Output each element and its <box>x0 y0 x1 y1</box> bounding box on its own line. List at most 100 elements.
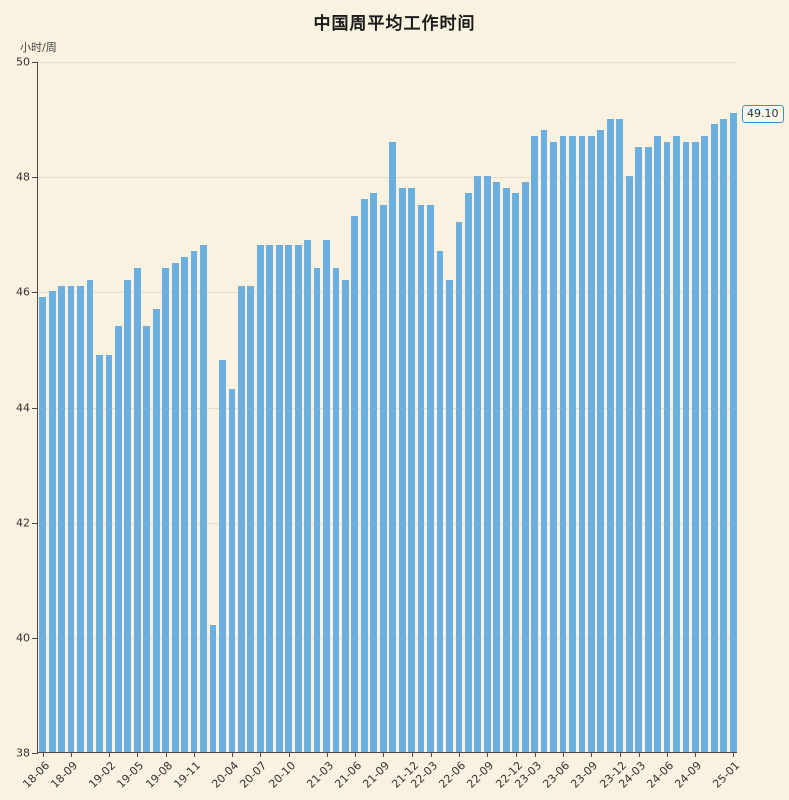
bar-24-11[interactable] <box>710 124 718 752</box>
bar-20-08[interactable] <box>266 245 274 752</box>
bar-22-11[interactable] <box>502 187 510 752</box>
bar-20-11[interactable] <box>294 245 302 752</box>
x-tick-mark <box>260 752 262 757</box>
bar-23-08[interactable] <box>578 135 586 752</box>
bar-20-10[interactable] <box>285 245 293 752</box>
bar-19-11[interactable] <box>190 251 198 752</box>
bar-20-05[interactable] <box>237 285 245 752</box>
bar-19-07[interactable] <box>152 308 160 752</box>
x-tick-mark <box>563 752 564 757</box>
bar-23-02[interactable] <box>521 181 529 752</box>
bar-21-12[interactable] <box>408 187 416 752</box>
bar-19-03[interactable] <box>115 325 122 752</box>
bar-23-12[interactable] <box>616 118 624 752</box>
bar-19-09[interactable] <box>171 262 179 752</box>
bar-19-10[interactable] <box>181 256 189 752</box>
bar-18-09[interactable] <box>67 285 75 752</box>
y-tick-mark <box>32 407 38 409</box>
bar-18-12[interactable] <box>96 354 103 752</box>
bar-23-03[interactable] <box>531 135 539 752</box>
gridline <box>38 637 737 639</box>
bar-20-07[interactable] <box>256 245 264 752</box>
gridline <box>38 292 737 294</box>
bar-18-07[interactable] <box>48 291 56 752</box>
bar-22-07[interactable] <box>465 193 472 752</box>
bar-19-05[interactable] <box>133 268 141 752</box>
bar-22-02[interactable] <box>417 204 425 752</box>
bar-23-04[interactable] <box>540 130 548 752</box>
bar-24-05[interactable] <box>654 135 661 752</box>
bar-18-10[interactable] <box>77 285 84 752</box>
bar-22-06[interactable] <box>455 222 463 752</box>
bar-19-02[interactable] <box>105 354 113 752</box>
bar-19-04[interactable] <box>124 279 132 752</box>
bar-21-04[interactable] <box>332 268 340 752</box>
bar-21-08[interactable] <box>370 193 378 752</box>
bar-23-05[interactable] <box>550 141 557 752</box>
bar-24-06[interactable] <box>663 141 671 752</box>
y-axis-unit-label: 小时/周 <box>20 41 57 54</box>
x-tick-mark <box>695 752 697 757</box>
bar-21-07[interactable] <box>360 199 368 752</box>
bar-24-04[interactable] <box>644 147 652 752</box>
bar-23-11[interactable] <box>606 118 614 752</box>
x-tick-mark <box>667 752 669 757</box>
bar-20-02[interactable] <box>209 625 217 752</box>
bar-23-09[interactable] <box>587 135 595 752</box>
chart-title: 中国周平均工作时间 <box>313 14 476 34</box>
bar-25-01[interactable] <box>729 112 737 752</box>
y-tick-label: 42 <box>16 516 30 530</box>
bar-20-04[interactable] <box>228 389 236 752</box>
bar-22-05[interactable] <box>446 279 453 752</box>
x-tick-mark <box>619 752 621 757</box>
bar-22-04[interactable] <box>436 251 444 752</box>
bar-19-06[interactable] <box>143 325 151 752</box>
bar-20-12[interactable] <box>304 239 311 752</box>
bar-23-07[interactable] <box>569 135 576 752</box>
bar-24-07[interactable] <box>673 135 680 752</box>
gridline <box>38 62 737 63</box>
bar-18-08[interactable] <box>58 285 66 752</box>
x-tick-mark <box>591 752 593 757</box>
bar-22-10[interactable] <box>493 181 501 752</box>
y-tick-mark <box>32 753 38 754</box>
y-tick-mark <box>32 522 38 524</box>
x-tick-mark <box>383 752 385 757</box>
bar-19-12[interactable] <box>200 245 207 752</box>
bar-18-06[interactable] <box>39 297 47 752</box>
bar-24-02[interactable] <box>625 176 633 752</box>
bar-20-06[interactable] <box>247 285 255 752</box>
bar-22-03[interactable] <box>427 204 434 752</box>
y-tick-mark <box>32 177 38 179</box>
bar-24-10[interactable] <box>701 135 709 752</box>
y-tick-label: 40 <box>16 631 30 645</box>
bar-24-03[interactable] <box>635 147 643 752</box>
x-tick-mark <box>487 752 489 757</box>
bar-22-08[interactable] <box>474 176 482 752</box>
bar-24-09[interactable] <box>692 141 699 752</box>
y-tick-mark <box>32 292 38 294</box>
bar-24-12[interactable] <box>720 118 728 752</box>
bar-21-09[interactable] <box>379 204 387 752</box>
x-tick-mark <box>326 752 328 757</box>
bar-21-06[interactable] <box>351 216 359 752</box>
y-tick-label: 44 <box>16 401 30 414</box>
bar-21-05[interactable] <box>342 279 349 752</box>
bar-21-03[interactable] <box>323 239 330 752</box>
bar-23-06[interactable] <box>559 135 567 752</box>
x-tick-mark <box>733 752 735 757</box>
y-tick-label: 46 <box>16 285 30 299</box>
bar-21-11[interactable] <box>398 187 406 752</box>
bar-22-12[interactable] <box>512 193 520 752</box>
bar-22-09[interactable] <box>483 176 491 752</box>
bar-19-08[interactable] <box>162 268 170 752</box>
bar-23-10[interactable] <box>597 130 605 752</box>
bar-21-10[interactable] <box>389 141 397 752</box>
x-tick-mark <box>194 752 196 757</box>
bar-20-09[interactable] <box>275 245 283 752</box>
bar-18-11[interactable] <box>86 279 94 752</box>
bar-24-08[interactable] <box>682 141 690 752</box>
bar-20-03[interactable] <box>219 360 226 752</box>
bar-21-02[interactable] <box>313 268 321 752</box>
